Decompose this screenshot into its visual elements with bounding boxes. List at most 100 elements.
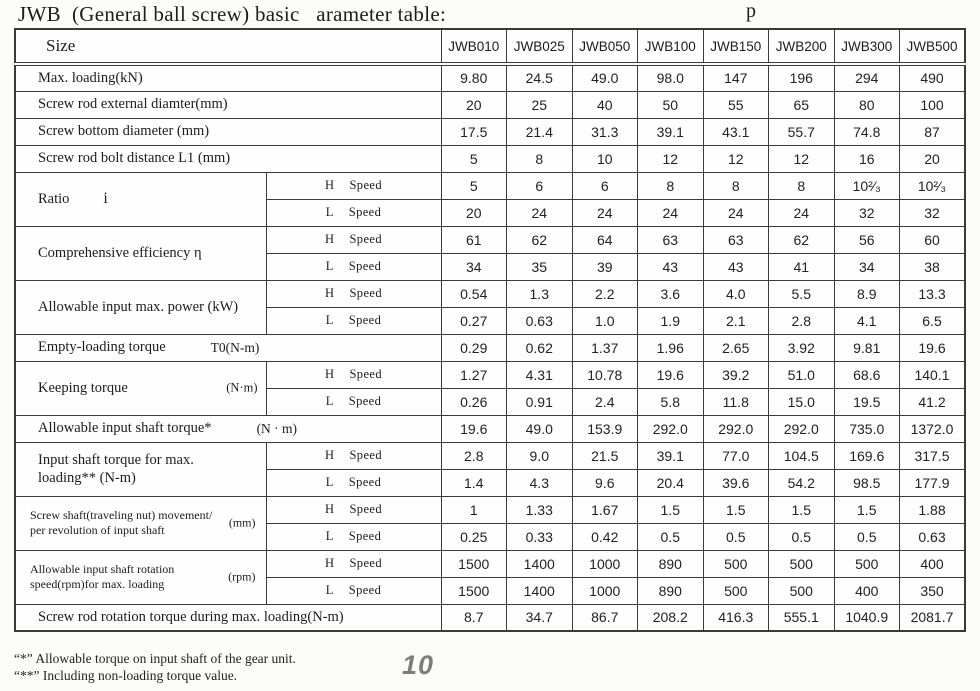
speed-word: Speed <box>349 448 382 462</box>
value-cell: 25 <box>506 90 573 119</box>
value-cell: 0.26 <box>440 387 507 416</box>
speed-word: Speed <box>348 583 382 597</box>
row-label: Max. loading(kN) <box>38 70 441 87</box>
value-cell: 1000 <box>571 576 638 605</box>
row-label-text: Keeping torque <box>38 379 128 396</box>
speed-letter: H <box>325 502 335 516</box>
value-cell: 0.5 <box>702 522 769 551</box>
value-cell: 2.8 <box>440 441 507 470</box>
value-cell: 735.0 <box>833 414 900 443</box>
row-label-text: Allowable input shaft torque* <box>38 420 212 436</box>
row-label-lines: Input shaft torque for max. loading** (N-… <box>38 451 194 487</box>
speed-label: H Speed <box>267 448 441 463</box>
row-label-line: loading** (N-m) <box>38 470 136 486</box>
value-cell: 0.27 <box>440 306 507 335</box>
value-cell: 140.1 <box>899 360 966 389</box>
value-cell: 9.6 <box>571 468 638 497</box>
value-cell: 8 <box>637 171 704 200</box>
value-cell: 17.5 <box>440 117 507 146</box>
value-cell: 5.5 <box>768 279 835 308</box>
value-cell: 177.9 <box>899 468 966 497</box>
value-cell: 3.92 <box>768 333 835 362</box>
value-cell: 20 <box>899 144 966 173</box>
value-cell: 8.7 <box>440 603 507 632</box>
value-cell: 1500 <box>440 549 507 578</box>
speed-label: H Speed <box>267 367 441 382</box>
speed-label: L Speed <box>267 475 441 490</box>
value-cell: 34 <box>440 252 507 281</box>
value-cell: 555.1 <box>768 603 835 632</box>
footnote-1: “*” Allowable torque on input shaft of t… <box>14 651 296 666</box>
value-cell: 4.3 <box>506 468 573 497</box>
column-header: JWB050 <box>571 28 638 66</box>
value-cell: 55.7 <box>768 117 835 146</box>
speed-label: H Speed <box>267 556 441 571</box>
value-cell: 0.5 <box>833 522 900 551</box>
value-cell: 8 <box>768 171 835 200</box>
row-label-line: Screw shaft(traveling nut) movement/ <box>30 508 213 522</box>
value-cell: 49.0 <box>506 414 573 443</box>
value-cell: 2.1 <box>702 306 769 335</box>
value-cell: 31.3 <box>571 117 638 146</box>
value-cell: 196 <box>768 63 835 92</box>
table-row: Screw bottom diameter (mm) 17.5 21.4 31.3 39… <box>14 117 966 146</box>
column-header: JWB150 <box>702 28 769 66</box>
speed-letter: L <box>325 313 334 327</box>
row-label-lines: Allowable input shaft rotation speed(rpm)… <box>30 562 174 592</box>
value-cell: 1.5 <box>833 495 900 524</box>
value-cell: 2.8 <box>768 306 835 335</box>
speed-label: H Speed <box>267 502 441 517</box>
row-label: Screw rod bolt distance L1 (mm) <box>38 150 441 167</box>
value-cell: 292.0 <box>637 414 704 443</box>
speed-cell: H Speed <box>265 225 442 254</box>
speed-label: L Speed <box>267 529 441 544</box>
row-label-text: Screw rod external diamter(mm) <box>38 96 228 112</box>
value-cell: 0.63 <box>506 306 573 335</box>
value-cell: 80 <box>833 90 900 119</box>
param-cell: Comprehensive efficiency η <box>14 225 267 281</box>
speed-letter: L <box>325 259 334 273</box>
value-cell: 0.63 <box>899 522 966 551</box>
value-cell: 56 <box>833 225 900 254</box>
value-cell: 20 <box>440 90 507 119</box>
speed-cell: H Speed <box>265 495 442 524</box>
value-cell: 890 <box>637 549 704 578</box>
value-cell: 65 <box>768 90 835 119</box>
row-label-line: Allowable input shaft rotation <box>30 562 175 576</box>
row-unit: T0(N-m) <box>210 339 260 355</box>
value-cell: 49.0 <box>571 63 638 92</box>
value-cell: 39.6 <box>702 468 769 497</box>
value-cell: 68.6 <box>833 360 900 389</box>
value-cell: 24.5 <box>506 63 573 92</box>
row-label: Screw bottom diameter (mm) <box>38 123 441 140</box>
value-cell: 1000 <box>571 549 638 578</box>
speed-letter: L <box>325 583 334 597</box>
speed-label: L Speed <box>267 394 441 409</box>
value-cell: 2.2 <box>571 279 638 308</box>
value-cell: 2081.7 <box>899 603 966 632</box>
param-cell: Input shaft torque for max. loading** (N-… <box>14 441 267 497</box>
value-cell: 11.8 <box>702 387 769 416</box>
speed-cell: H Speed <box>265 549 442 578</box>
speed-cell: L Speed <box>265 306 442 335</box>
speed-label: L Speed <box>267 313 441 328</box>
value-cell: 40 <box>571 90 638 119</box>
value-cell: 12 <box>637 144 704 173</box>
speed-word: Speed <box>349 286 382 300</box>
value-cell: 153.9 <box>571 414 638 443</box>
param-cell: Screw rod external diamter(mm) <box>14 90 442 119</box>
row-label: Screw rod external diamter(mm) <box>38 96 441 113</box>
value-cell: 1372.0 <box>899 414 966 443</box>
param-cell: Allowable input shaft rotation speed(rpm)… <box>14 549 267 605</box>
value-cell: 1.5 <box>768 495 835 524</box>
value-cell: 12 <box>702 144 769 173</box>
row-label: Keeping torque (N·m) <box>38 380 266 397</box>
column-header: JWB200 <box>768 28 835 66</box>
column-header: JWB500 <box>899 28 966 66</box>
value-cell: 1400 <box>506 576 573 605</box>
value-cell: 77.0 <box>702 441 769 470</box>
speed-cell: L Speed <box>265 522 442 551</box>
table-row: Input shaft torque for max. loading** (N-… <box>14 441 966 497</box>
value-cell: 169.6 <box>833 441 900 470</box>
